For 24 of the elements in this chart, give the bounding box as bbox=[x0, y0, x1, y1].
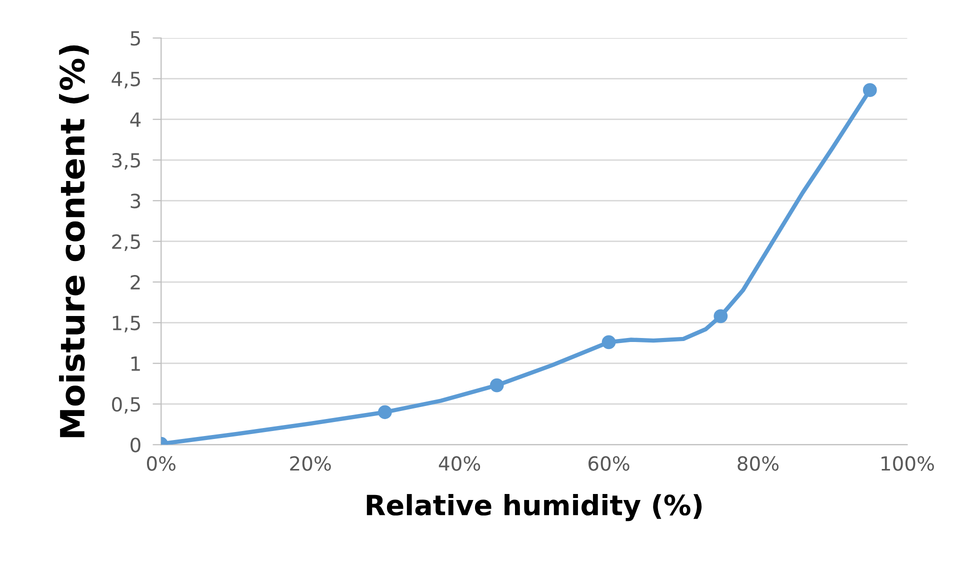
x-tick-label: 100% bbox=[882, 456, 934, 471]
y-tick-label: 2 bbox=[130, 274, 140, 290]
point bbox=[490, 378, 504, 392]
point bbox=[714, 309, 728, 324]
y-tick-label: 5 bbox=[130, 31, 140, 46]
y-tick-label: 3,5 bbox=[112, 152, 140, 170]
y-tick-label: 2,5 bbox=[112, 234, 140, 251]
y-tick-label: 1 bbox=[131, 356, 140, 371]
y-tick-label: 0,5 bbox=[112, 396, 140, 414]
x-tick-label: 60% bbox=[588, 456, 630, 471]
y-tick-label: 4 bbox=[130, 112, 141, 127]
y-axis-title: Moisture content (%) bbox=[59, 45, 89, 438]
x-tick-label: 20% bbox=[290, 456, 331, 471]
point bbox=[602, 335, 616, 350]
y-tick-label: 3 bbox=[130, 194, 140, 208]
y-tick-label: 0 bbox=[130, 438, 140, 452]
y-tick-label: 1,5 bbox=[112, 316, 140, 332]
x-axis-title: Relative humidity (%) bbox=[366, 494, 702, 522]
x-tick-label: 0% bbox=[146, 456, 176, 471]
x-tick-label: 80% bbox=[738, 456, 779, 471]
point bbox=[378, 405, 392, 420]
y-tick-label: 4,5 bbox=[112, 72, 140, 88]
x-tick-label: 40% bbox=[438, 456, 480, 471]
point bbox=[862, 83, 877, 98]
